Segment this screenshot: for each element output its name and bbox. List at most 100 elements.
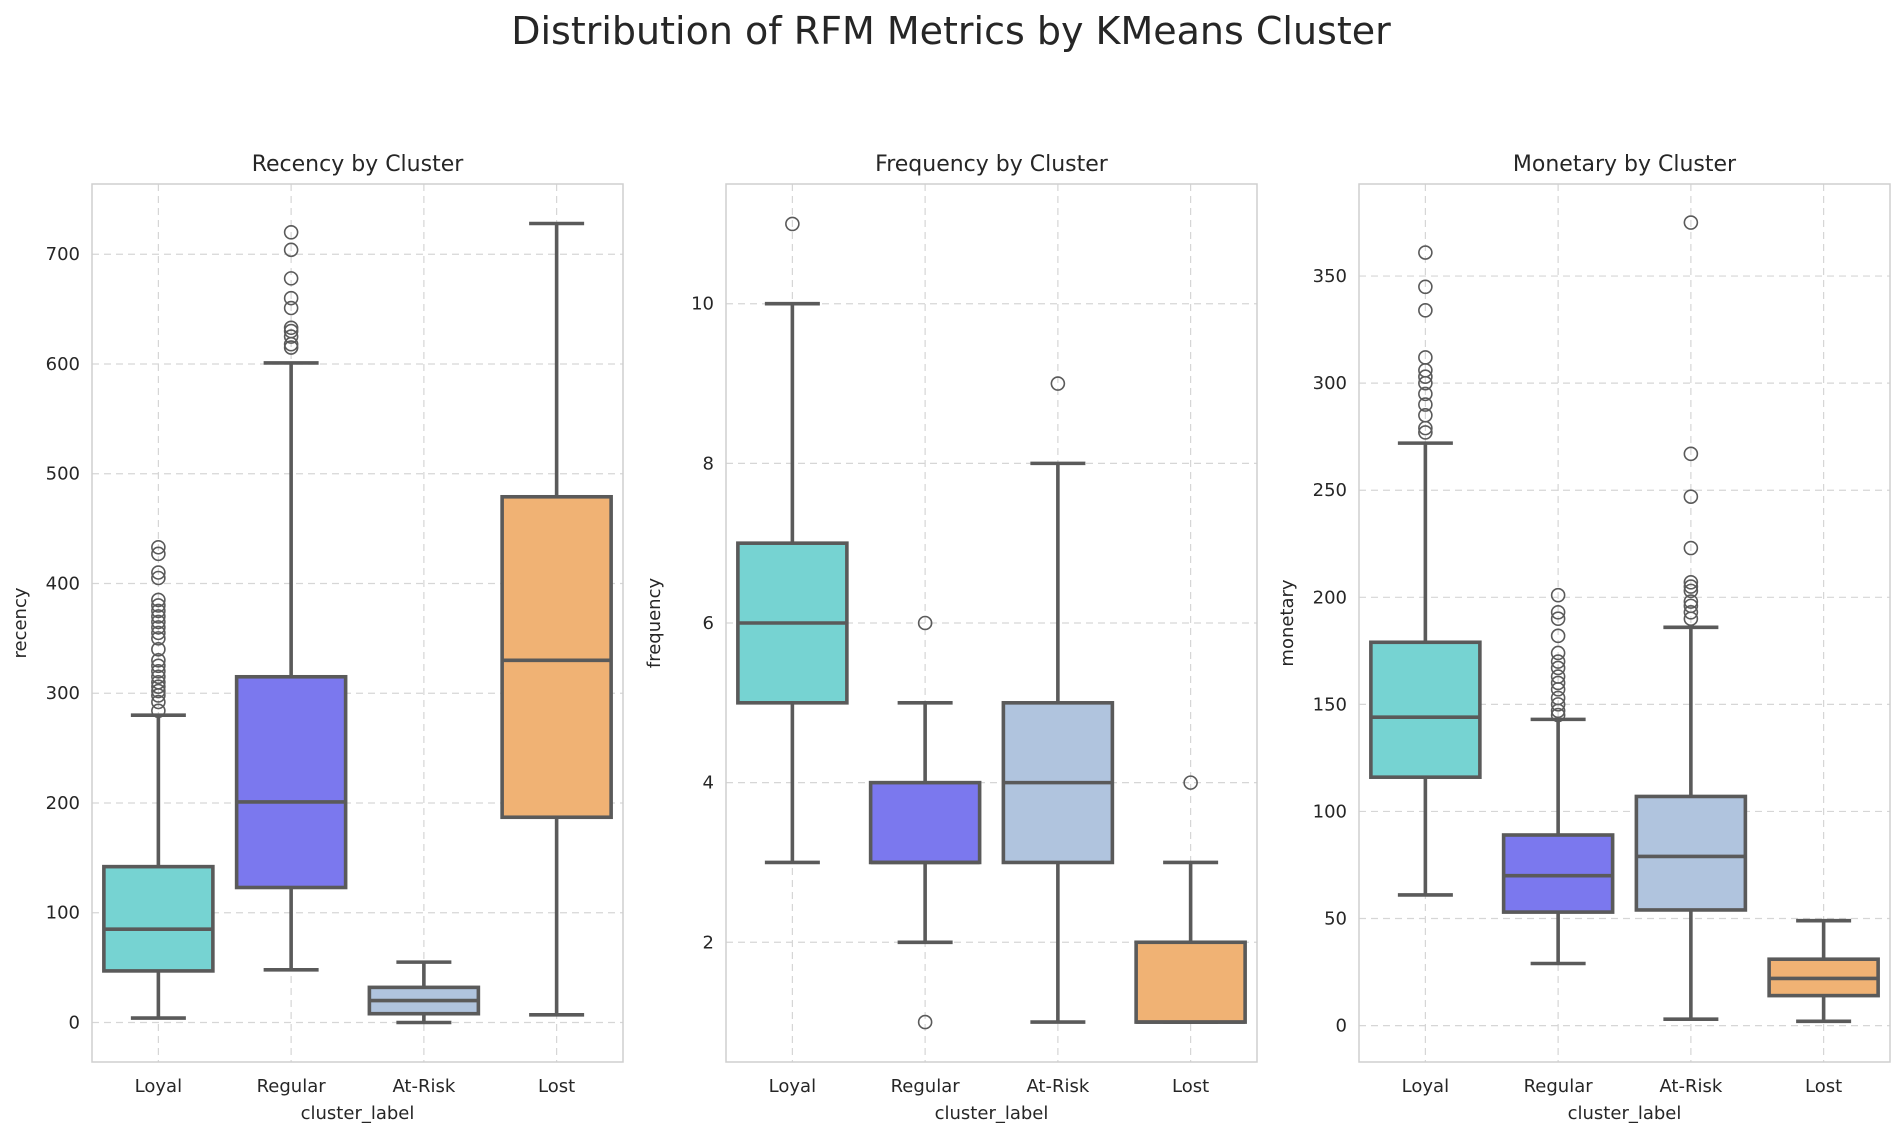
outlier-point <box>283 320 299 336</box>
outlier-point <box>1418 369 1433 385</box>
outlier-point <box>1550 611 1566 627</box>
outlier-point <box>151 539 166 555</box>
y-tick-label: 50 <box>1324 909 1347 930</box>
outlier-point <box>1418 386 1433 402</box>
y-tick-label: 2 <box>703 932 714 953</box>
outlier-point <box>1050 376 1066 391</box>
outlier-point <box>151 620 166 635</box>
outlier-point <box>151 609 166 624</box>
box-at-risk <box>367 960 481 1025</box>
outlier-point <box>151 703 166 719</box>
outlier-point <box>1683 598 1699 614</box>
box-loyal <box>1369 245 1482 897</box>
y-tick-label: 100 <box>1313 801 1347 822</box>
box-loyal <box>736 216 849 865</box>
y-tick-label: 700 <box>46 244 80 265</box>
box-at-risk <box>1634 215 1748 1021</box>
outlier-point <box>1550 628 1566 644</box>
outlier-point <box>151 625 166 641</box>
outlier-point <box>151 679 166 694</box>
y-tick-label: 6 <box>703 613 714 634</box>
outlier-point <box>1683 583 1699 599</box>
outlier-point <box>1550 675 1566 691</box>
axes-frame <box>1358 183 1891 1063</box>
y-axis-label: recency <box>10 587 31 658</box>
outlier-point <box>151 603 166 619</box>
iqr-box <box>234 674 348 890</box>
outlier-point <box>1418 245 1433 260</box>
outlier-point <box>151 546 166 562</box>
x-tick-label-loyal: Loyal <box>769 1076 816 1097</box>
outlier-point <box>151 674 166 690</box>
outlier-point <box>1550 690 1566 706</box>
x-tick-label-at-risk: At-Risk <box>392 1076 455 1097</box>
outlier-point <box>1418 350 1433 365</box>
x-tick-label-lost: Lost <box>538 1076 575 1097</box>
figure-title: Distribution of RFM Metrics by KMeans Cl… <box>511 9 1391 53</box>
x-tick-label-regular: Regular <box>1524 1076 1594 1097</box>
y-tick-label: 600 <box>46 354 80 375</box>
y-tick-label: 300 <box>1313 373 1347 394</box>
outlier-point <box>1683 594 1699 609</box>
axes-frame <box>91 183 624 1063</box>
outlier-point <box>151 663 166 679</box>
outlier-point <box>283 290 299 306</box>
outlier-point <box>151 614 166 630</box>
box-loyal <box>102 539 215 1020</box>
outlier-point <box>283 224 299 240</box>
y-tick-label: 200 <box>1313 587 1347 608</box>
panel-1: 0 100 200 300 400 500 600 700 Loyal Regular At-Ris… <box>10 152 624 1124</box>
x-tick-label-loyal: Loyal <box>1402 1076 1449 1097</box>
outlier-point <box>1183 775 1198 790</box>
x-tick-label-at-risk: At-Risk <box>1659 1076 1722 1097</box>
outlier-point <box>917 1014 933 1030</box>
outlier-point <box>1550 697 1566 712</box>
outlier-point <box>1683 540 1699 556</box>
outlier-point <box>1418 303 1433 318</box>
outlier-point <box>1550 654 1566 669</box>
outlier-point <box>151 642 166 657</box>
outlier-point <box>151 598 166 613</box>
x-axis-label: cluster_label <box>1568 1103 1682 1124</box>
panel-2: 2 4 6 8 10 Loyal Regular At-Risk Lost Frequency b… <box>644 152 1258 1124</box>
outlier-point <box>283 271 299 286</box>
outlier-point <box>151 669 166 685</box>
outlier-point <box>283 242 299 258</box>
y-tick-label: 0 <box>1336 1016 1347 1037</box>
iqr-box <box>1134 940 1247 1024</box>
y-tick-label: 300 <box>46 683 80 704</box>
outlier-point <box>1683 575 1699 590</box>
box-lost <box>1134 775 1247 1024</box>
x-tick-label-at-risk: At-Risk <box>1026 1076 1089 1097</box>
box-regular <box>234 224 348 972</box>
y-tick-label: 250 <box>1313 480 1347 501</box>
iqr-box <box>102 864 215 973</box>
iqr-box <box>500 494 613 820</box>
y-tick-label: 10 <box>691 294 714 315</box>
x-tick-label-regular: Regular <box>891 1076 961 1097</box>
panel-title: Monetary by Cluster <box>1513 152 1737 177</box>
outlier-point <box>151 565 166 580</box>
outlier-point <box>1683 215 1699 230</box>
outlier-point <box>785 216 800 232</box>
box-regular <box>1501 587 1615 966</box>
y-axis-label: monetary <box>1277 579 1298 667</box>
y-tick-label: 8 <box>703 453 714 474</box>
outlier-point <box>283 300 299 316</box>
box-lost <box>500 221 613 1017</box>
panel-title: Frequency by Cluster <box>875 152 1109 177</box>
outlier-point <box>151 653 166 668</box>
box-lost <box>1767 918 1880 1024</box>
outlier-point <box>151 694 166 710</box>
y-tick-label: 150 <box>1313 694 1347 715</box>
x-tick-label-loyal: Loyal <box>135 1076 182 1097</box>
x-axis-label: cluster_label <box>301 1103 415 1124</box>
outlier-point <box>1683 604 1699 620</box>
box-at-risk <box>1001 376 1115 1024</box>
outlier-point <box>151 592 166 608</box>
x-tick-label-lost: Lost <box>1805 1076 1842 1097</box>
y-axis-label: frequency <box>644 578 665 669</box>
outlier-point <box>1418 279 1433 295</box>
outlier-point <box>283 329 299 344</box>
